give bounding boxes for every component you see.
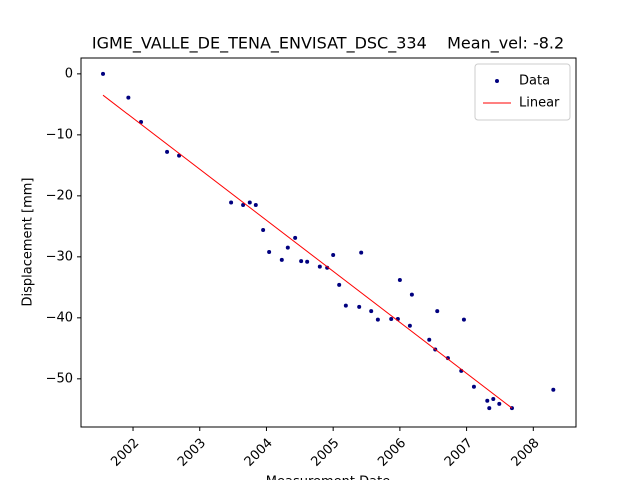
data-point [165, 149, 170, 154]
data-point [359, 250, 364, 255]
data-point [229, 200, 234, 205]
data-point [126, 95, 131, 100]
data-point [325, 265, 330, 270]
data-point [241, 202, 246, 207]
fit-line [102, 94, 513, 409]
data-point [435, 309, 440, 314]
data-point [357, 304, 362, 309]
data-point [293, 235, 298, 240]
y-tick-label: −30 [46, 249, 73, 264]
data-point [343, 303, 348, 308]
y-tick-label: −10 [46, 127, 73, 142]
data-point [407, 323, 412, 328]
data-point [261, 227, 266, 232]
data-point [305, 259, 310, 264]
data-point [299, 259, 304, 264]
legend-box [474, 63, 571, 121]
y-tick-label: −20 [46, 188, 73, 203]
data-point [409, 292, 414, 297]
data-point [369, 309, 374, 314]
data-point [285, 245, 290, 250]
data-point [551, 387, 556, 392]
data-point [471, 384, 476, 389]
data-point [485, 398, 490, 403]
data-point [331, 253, 336, 258]
plot-frame [80, 57, 577, 428]
data-point [375, 317, 380, 322]
legend-label: Data [519, 74, 550, 89]
chart-title: IGME_VALLE_DE_TENA_ENVISAT_DSC_334 Mean_… [92, 34, 564, 54]
data-point [267, 249, 272, 254]
data-point [427, 337, 432, 342]
legend-label: Linear [519, 96, 560, 111]
data-point [497, 401, 502, 406]
data-point [445, 356, 450, 361]
data-point [279, 257, 284, 262]
data-point [461, 317, 466, 322]
data-point [337, 282, 342, 287]
data-point [487, 406, 492, 411]
data-point [491, 396, 496, 401]
data-point [317, 264, 322, 269]
data-point [389, 317, 394, 322]
data-point [253, 202, 258, 207]
data-point [101, 71, 106, 76]
x-axis-label: Measurement Date [266, 475, 390, 480]
y-tick-label: 0 [65, 66, 73, 81]
y-tick-label: −50 [46, 371, 73, 386]
data-point [247, 200, 252, 205]
y-axis-label: Displacement [mm] [21, 178, 36, 307]
data-point [397, 278, 402, 283]
y-tick-label: −40 [46, 310, 73, 325]
legend-marker [495, 79, 499, 83]
